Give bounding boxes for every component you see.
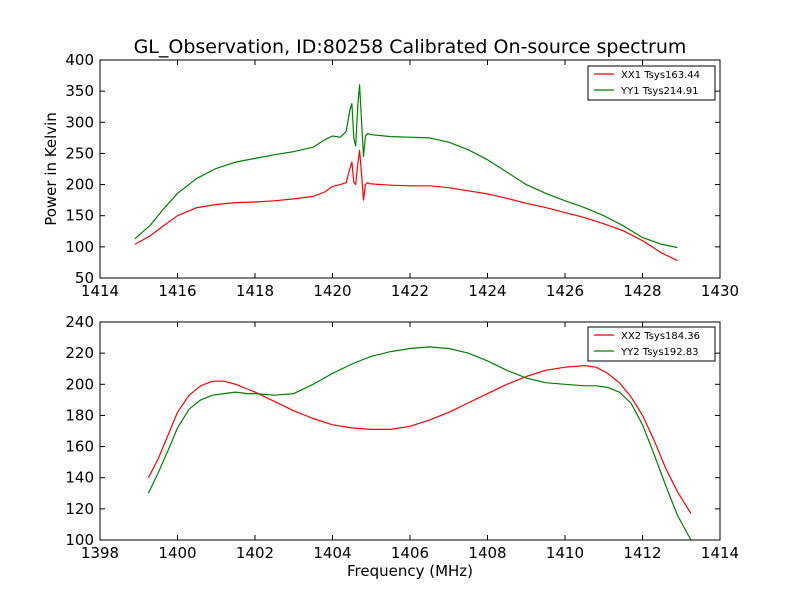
top-xtick-label: 1414 bbox=[81, 282, 119, 300]
bottom-series-line-xx2 bbox=[147, 365, 692, 514]
top-legend-box bbox=[587, 65, 716, 101]
figure-title: GL_Observation, ID:80258 Calibrated On-s… bbox=[134, 36, 687, 58]
top-plot-ylabel: Power in Kelvin bbox=[42, 112, 60, 226]
bottom-legend-label-xx2: XX2 Tsys184.36 bbox=[621, 331, 700, 342]
bottom-legend-box bbox=[587, 326, 716, 362]
top-ytick-label: 150 bbox=[65, 207, 94, 225]
top-series-line-yy1 bbox=[134, 84, 678, 249]
bottom-xtick-label: 1400 bbox=[158, 544, 196, 562]
top-ytick-label: 200 bbox=[65, 176, 94, 194]
top-plot-ticks: 1414 1416 1418 1420 1422 1424 1426 1428 1430 50 10… bbox=[65, 51, 739, 300]
top-xtick-label: 1428 bbox=[623, 282, 661, 300]
bottom-ytick-label: 140 bbox=[65, 469, 94, 487]
top-xtick-label: 1422 bbox=[391, 282, 429, 300]
top-series-line-xx1 bbox=[134, 149, 678, 262]
top-legend-label-xx1: XX1 Tsys163.44 bbox=[621, 70, 700, 81]
bottom-ytick-label: 200 bbox=[65, 375, 94, 393]
bottom-plot-ticks: 1398 1400 1402 1404 1406 1408 1410 1412 1414 100 1… bbox=[65, 313, 739, 562]
bottom-plot-xlabel: Frequency (MHz) bbox=[347, 562, 473, 580]
bottom-ytick-label: 180 bbox=[65, 406, 94, 424]
bottom-xtick-label: 1398 bbox=[81, 544, 119, 562]
top-legend-label-yy1: YY1 Tsys214.91 bbox=[620, 86, 699, 97]
top-ytick-label: 300 bbox=[65, 113, 94, 131]
bottom-ytick-label: 120 bbox=[65, 500, 94, 518]
top-xtick-label: 1418 bbox=[236, 282, 274, 300]
bottom-ytick-label: 160 bbox=[65, 438, 94, 456]
bottom-xtick-label: 1402 bbox=[236, 544, 274, 562]
top-ytick-label: 350 bbox=[65, 82, 94, 100]
top-xtick-label: 1424 bbox=[468, 282, 506, 300]
top-xtick-label: 1430 bbox=[701, 282, 739, 300]
bottom-series-line-yy2 bbox=[147, 346, 692, 541]
bottom-ytick-label: 100 bbox=[65, 531, 94, 549]
bottom-xtick-label: 1408 bbox=[468, 544, 506, 562]
top-ytick-label: 250 bbox=[65, 144, 94, 162]
bottom-xtick-label: 1410 bbox=[546, 544, 584, 562]
bottom-xtick-label: 1412 bbox=[623, 544, 661, 562]
bottom-legend-label-yy2: YY2 Tsys192.83 bbox=[620, 347, 699, 358]
top-ytick-label: 100 bbox=[65, 238, 94, 256]
bottom-ytick-label: 240 bbox=[65, 313, 94, 331]
top-ytick-label: 50 bbox=[75, 269, 94, 287]
bottom-xtick-label: 1404 bbox=[313, 544, 351, 562]
top-plot: 1414 1416 1418 1420 1422 1424 1426 1428 1430 50 10… bbox=[42, 51, 739, 300]
top-legend: XX1 Tsys163.44 YY1 Tsys214.91 bbox=[587, 65, 716, 101]
bottom-legend: XX2 Tsys184.36 YY2 Tsys192.83 bbox=[587, 326, 716, 362]
bottom-plot-series bbox=[147, 346, 692, 541]
top-ytick-label: 400 bbox=[65, 51, 94, 69]
bottom-xtick-label: 1414 bbox=[701, 544, 739, 562]
bottom-plot: 1398 1400 1402 1404 1406 1408 1410 1412 1414 100 1… bbox=[65, 313, 739, 580]
top-plot-series bbox=[134, 84, 678, 262]
top-xtick-label: 1420 bbox=[313, 282, 351, 300]
bottom-ytick-label: 220 bbox=[65, 344, 94, 362]
bottom-xtick-label: 1406 bbox=[391, 544, 429, 562]
top-xtick-label: 1416 bbox=[158, 282, 196, 300]
top-xtick-label: 1426 bbox=[546, 282, 584, 300]
